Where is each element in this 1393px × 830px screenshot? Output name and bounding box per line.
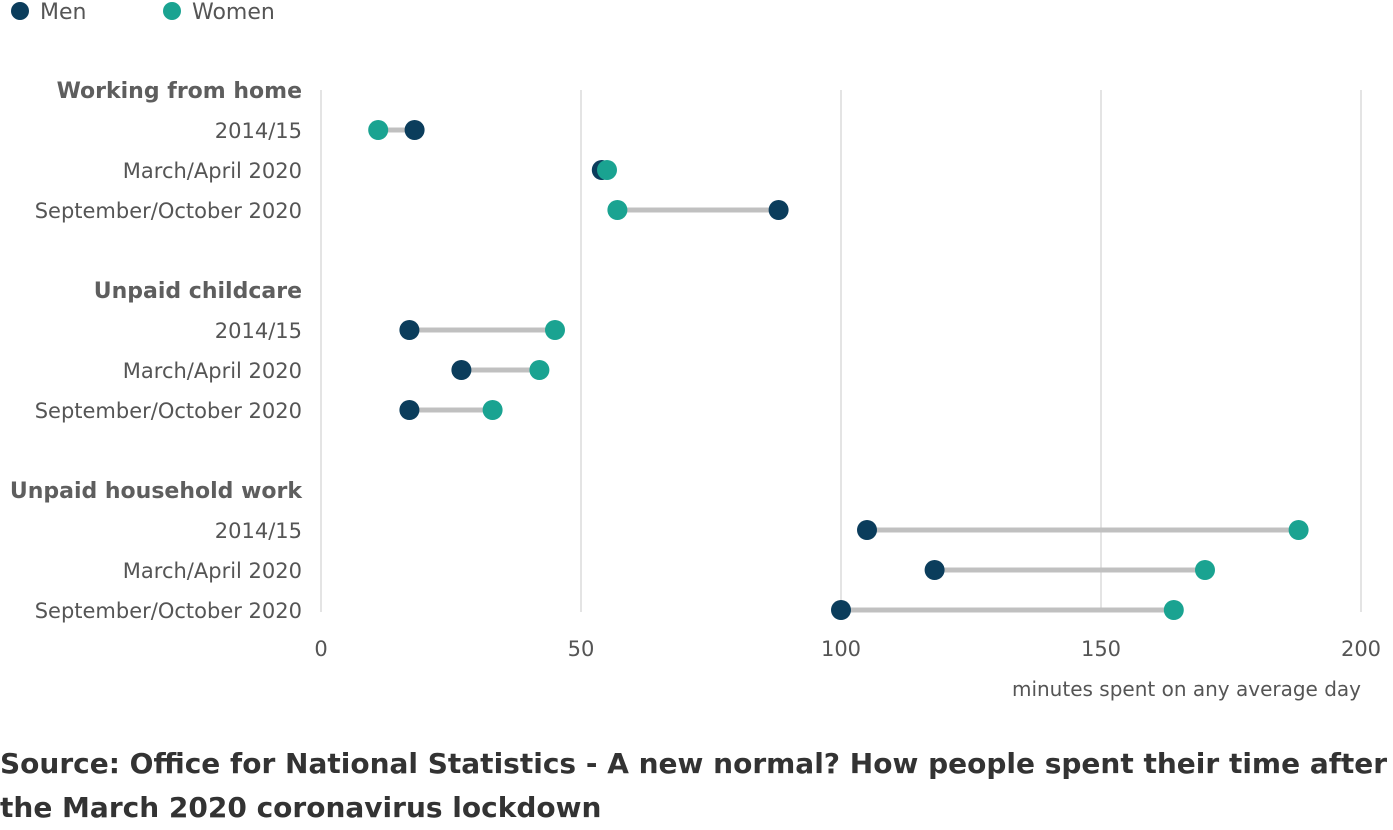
row-label-1-0: 2014/15 bbox=[215, 319, 302, 343]
group-label-2: Unpaid household work bbox=[10, 479, 304, 504]
x-axis: 0 50 100 150 200 minutes spent on any average… bbox=[314, 637, 1381, 701]
women-point-0-0 bbox=[368, 120, 389, 140]
row-label-2-1: March/April 2020 bbox=[123, 559, 302, 583]
source-note: Source: Office for National Statistics -… bbox=[0, 747, 1388, 824]
row-label-0-2: September/October 2020 bbox=[35, 199, 302, 223]
legend-marker-women bbox=[163, 2, 181, 20]
legend-marker-men bbox=[11, 2, 29, 20]
women-point-0-2 bbox=[607, 200, 628, 220]
legend-label-women: Women bbox=[192, 0, 275, 25]
women-point-1-1 bbox=[529, 360, 550, 380]
women-point-1-0 bbox=[545, 320, 565, 340]
row-label-1-1: March/April 2020 bbox=[123, 359, 302, 383]
group-label-1: Unpaid childcare bbox=[94, 279, 302, 304]
women-point-1-2 bbox=[482, 400, 503, 420]
row-label-2-2: September/October 2020 bbox=[35, 599, 302, 623]
men-point-0-0 bbox=[404, 120, 425, 140]
women-point-2-2 bbox=[1163, 600, 1184, 620]
row-label-1-2: September/October 2020 bbox=[35, 399, 302, 423]
men-point-2-1 bbox=[924, 560, 945, 580]
data-marks bbox=[368, 120, 1309, 620]
x-axis-title: minutes spent on any average day bbox=[1012, 677, 1361, 701]
women-point-2-1 bbox=[1195, 560, 1215, 580]
category-labels: Working from home 2014/15 March/April 2020… bbox=[10, 79, 304, 623]
tick-label-0: 0 bbox=[314, 637, 327, 661]
group-label-0: Working from home bbox=[57, 79, 302, 104]
legend-label-men: Men bbox=[40, 0, 86, 25]
gridlines bbox=[320, 90, 1362, 612]
tick-label-100: 100 bbox=[821, 637, 861, 661]
men-point-1-2 bbox=[399, 400, 420, 420]
row-label-2-0: 2014/15 bbox=[215, 519, 302, 543]
dumbbell-chart: Men Women Working from home 2014/15 March/A… bbox=[10, 0, 1381, 701]
men-point-1-1 bbox=[451, 360, 472, 380]
men-point-2-2 bbox=[831, 600, 851, 620]
men-point-2-0 bbox=[857, 520, 877, 540]
tick-label-50: 50 bbox=[568, 637, 595, 661]
women-point-2-0 bbox=[1288, 520, 1309, 540]
tick-label-200: 200 bbox=[1341, 637, 1381, 661]
men-point-1-0 bbox=[399, 320, 420, 340]
row-label-0-0: 2014/15 bbox=[215, 119, 302, 143]
women-point-0-1 bbox=[597, 160, 617, 180]
tick-label-150: 150 bbox=[1081, 637, 1121, 661]
row-label-0-1: March/April 2020 bbox=[123, 159, 302, 183]
men-point-0-2 bbox=[768, 200, 789, 220]
legend: Men Women bbox=[11, 0, 275, 25]
